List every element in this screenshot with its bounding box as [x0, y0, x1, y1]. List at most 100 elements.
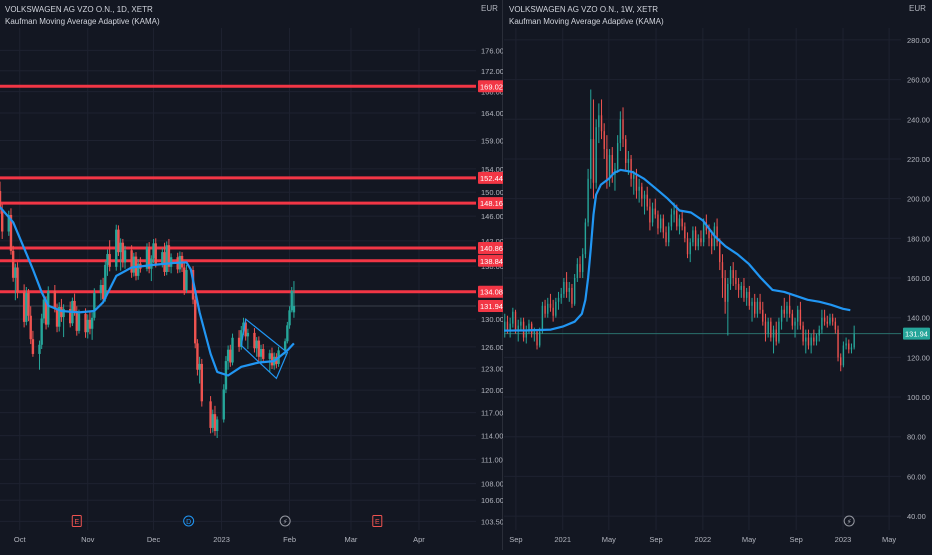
candle-body[interactable] — [29, 315, 32, 340]
candle-body[interactable] — [7, 214, 10, 232]
earnings-event-marker[interactable] — [71, 515, 82, 527]
candle-body[interactable] — [77, 313, 81, 331]
candle-body[interactable] — [853, 333, 855, 348]
candle-body[interactable] — [780, 309, 783, 322]
candle-body[interactable] — [147, 247, 151, 269]
candle-body[interactable] — [791, 313, 794, 326]
candle-body[interactable] — [606, 149, 608, 179]
candle-body[interactable] — [84, 313, 87, 333]
candle-body[interactable] — [689, 242, 691, 255]
candle-body[interactable] — [268, 353, 272, 359]
candle-body[interactable] — [132, 256, 136, 273]
candle-body[interactable] — [506, 321, 509, 330]
candle-body[interactable] — [834, 321, 837, 330]
candle-body[interactable] — [90, 317, 94, 329]
candle-body[interactable] — [724, 278, 726, 302]
candle-body[interactable] — [253, 332, 256, 349]
candle-body[interactable] — [692, 230, 694, 243]
kama-line[interactable] — [0, 206, 295, 377]
candle-body[interactable] — [286, 325, 289, 342]
candle-body[interactable] — [68, 308, 72, 324]
candle-body[interactable] — [145, 247, 149, 269]
candle-body[interactable] — [756, 301, 759, 314]
candle-body[interactable] — [592, 139, 595, 183]
candle-body[interactable] — [775, 329, 777, 342]
candle-body[interactable] — [560, 293, 562, 298]
candle-body[interactable] — [584, 222, 587, 255]
candle-body[interactable] — [678, 218, 681, 227]
candle-body[interactable] — [735, 278, 737, 284]
candle-body[interactable] — [716, 226, 718, 243]
candle-body[interactable] — [533, 331, 536, 334]
candle-body[interactable] — [242, 322, 245, 331]
candle-body[interactable] — [86, 319, 89, 333]
dividend-event-marker[interactable] — [183, 515, 195, 527]
candle-body[interactable] — [608, 154, 611, 179]
candle-body[interactable] — [619, 119, 622, 144]
candle-body[interactable] — [786, 305, 788, 314]
candle-body[interactable] — [119, 242, 122, 253]
candle-body[interactable] — [262, 348, 265, 359]
candle-body[interactable] — [115, 229, 118, 267]
candle-body[interactable] — [694, 230, 697, 247]
candle-body[interactable] — [788, 305, 791, 314]
candle-body[interactable] — [504, 321, 506, 330]
candle-body[interactable] — [595, 127, 597, 183]
candle-body[interactable] — [226, 349, 230, 362]
candle-body[interactable] — [104, 264, 107, 299]
candle-body[interactable] — [509, 323, 511, 330]
candle-body[interactable] — [229, 349, 232, 363]
candle-body[interactable] — [38, 344, 41, 354]
candle-body[interactable] — [850, 347, 853, 350]
candle-body[interactable] — [53, 290, 57, 309]
candle-body[interactable] — [582, 254, 584, 273]
candle-body[interactable] — [154, 243, 157, 264]
candle-body[interactable] — [101, 285, 105, 299]
chart-pane-daily[interactable]: 103.50 106.00 108.00 111.00 114.00 117.00 120.… — [0, 0, 505, 550]
candle-body[interactable] — [818, 329, 820, 336]
candle-body[interactable] — [745, 291, 748, 298]
candle-body[interactable] — [805, 337, 807, 342]
candle-body[interactable] — [62, 308, 65, 318]
candle-body[interactable] — [528, 323, 530, 330]
candle-body[interactable] — [283, 341, 287, 351]
candle-body[interactable] — [638, 186, 640, 191]
candle-body[interactable] — [837, 329, 839, 358]
candle-body[interactable] — [778, 321, 780, 342]
candle-body[interactable] — [654, 208, 656, 215]
candle-body[interactable] — [633, 174, 635, 179]
candle-body[interactable] — [568, 287, 570, 292]
candle-body[interactable] — [539, 331, 541, 346]
candle-body[interactable] — [200, 363, 204, 402]
candle-body[interactable] — [541, 305, 544, 332]
candle-body[interactable] — [603, 131, 605, 150]
candle-body[interactable] — [748, 291, 751, 306]
candle-body[interactable] — [740, 285, 742, 290]
candle-body[interactable] — [165, 245, 168, 272]
candle-body[interactable] — [244, 322, 247, 337]
candle-body[interactable] — [255, 340, 258, 349]
candle-body[interactable] — [257, 340, 261, 357]
candle-body[interactable] — [237, 337, 241, 347]
candle-body[interactable] — [222, 389, 225, 420]
candle-body[interactable] — [123, 250, 127, 263]
candle-body[interactable] — [579, 264, 581, 273]
candle-body[interactable] — [651, 208, 654, 223]
candle-body[interactable] — [625, 139, 627, 163]
candle-body[interactable] — [185, 270, 188, 291]
candle-body[interactable] — [622, 119, 624, 140]
candle-body[interactable] — [727, 283, 729, 302]
candle-body[interactable] — [732, 270, 734, 279]
candle-body[interactable] — [807, 337, 810, 346]
candle-body[interactable] — [152, 243, 155, 259]
candle-body[interactable] — [797, 309, 799, 322]
candle-body[interactable] — [842, 345, 845, 366]
candle-body[interactable] — [517, 325, 519, 330]
candle-body[interactable] — [42, 299, 46, 319]
candle-body[interactable] — [826, 321, 828, 324]
candle-body[interactable] — [16, 267, 19, 293]
candle-body[interactable] — [555, 301, 557, 316]
candle-body[interactable] — [565, 281, 568, 292]
candle-body[interactable] — [270, 353, 274, 366]
candle-body[interactable] — [44, 299, 48, 325]
